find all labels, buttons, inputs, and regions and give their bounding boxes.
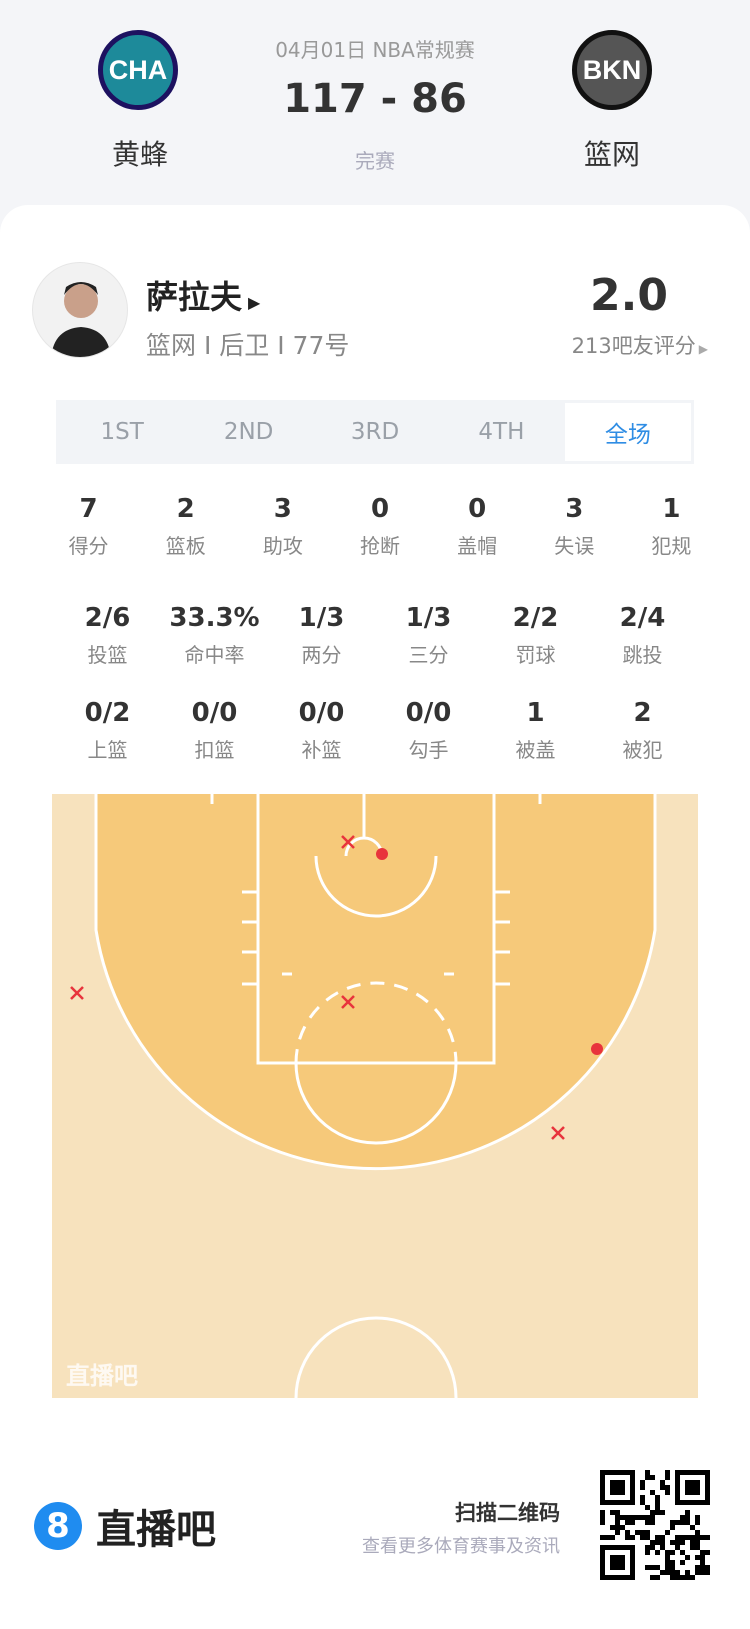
stat-label: 扣篮 xyxy=(194,738,235,762)
stat-value: 0/2 xyxy=(84,698,131,728)
stat-item: 1 犯规 xyxy=(623,494,720,559)
rating-count: 213吧友评分 xyxy=(571,334,696,358)
stat-item: 3 助攻 xyxy=(234,494,331,559)
qr-code[interactable] xyxy=(600,1470,710,1580)
cha-team-logo[interactable]: CHA xyxy=(98,30,178,110)
scan-qr-sub: 查看更多体育赛事及资讯 xyxy=(362,1536,560,1557)
stat-label: 被盖 xyxy=(515,738,556,762)
rating-count-link[interactable]: 213吧友评分 ▶ xyxy=(572,330,708,360)
stat-label: 抢断 xyxy=(359,534,400,558)
stat-item: 0/0 勾手 xyxy=(375,698,482,763)
stat-item: 1 被盖 xyxy=(482,698,589,763)
stat-value: 0/0 xyxy=(405,698,452,728)
match-score: 117 - 86 xyxy=(283,76,467,122)
triangle-right-icon: ▶ xyxy=(698,342,708,356)
tab-full-game[interactable]: 全场 xyxy=(564,403,692,461)
match-header: CHA 黄蜂 04月01日 NBA常规赛 117 - 86 完赛 BKN 篮网 xyxy=(0,0,750,210)
stat-item: 1/3 三分 xyxy=(375,603,482,668)
stat-item: 2/6 投篮 xyxy=(54,603,161,668)
stat-label: 被犯 xyxy=(622,738,663,762)
player-name[interactable]: 萨拉夫 ▶ xyxy=(146,272,260,318)
shot-missed-mark xyxy=(70,986,84,1000)
stat-label: 罚球 xyxy=(515,643,556,667)
stat-value: 0/0 xyxy=(191,698,238,728)
stat-label: 投篮 xyxy=(87,643,128,667)
stat-label: 命中率 xyxy=(184,643,245,667)
stat-item: 0/0 扣篮 xyxy=(161,698,268,763)
stat-value: 1 xyxy=(662,494,681,524)
stat-item: 2 篮板 xyxy=(137,494,234,559)
shot-chart-court: 直播吧 xyxy=(52,794,698,1398)
stat-item: 0/2 上篮 xyxy=(54,698,161,763)
scan-qr-label: 扫描二维码 xyxy=(455,1501,560,1525)
stat-value: 1/3 xyxy=(405,603,452,633)
stat-label: 犯规 xyxy=(651,534,692,558)
stats-row-basic: 7 得分 2 篮板 3 助攻 0 抢断 0 盖帽 3 失误 1 犯规 xyxy=(40,494,720,559)
stat-item: 2 被犯 xyxy=(589,698,696,763)
shot-missed-mark xyxy=(341,835,355,849)
three-point-area xyxy=(96,794,655,1169)
stat-value: 2/6 xyxy=(84,603,131,633)
stat-item: 0 盖帽 xyxy=(429,494,526,559)
court-watermark: 直播吧 xyxy=(66,1362,138,1390)
tab-4th[interactable]: 4TH xyxy=(478,419,525,445)
bkn-team-logo[interactable]: BKN xyxy=(572,30,652,110)
home-team-name: 黄蜂 xyxy=(111,138,168,171)
stat-value: 3 xyxy=(273,494,292,524)
stat-item: 0 抢断 xyxy=(331,494,428,559)
stat-item: 2/2 罚球 xyxy=(482,603,589,668)
match-status: 完赛 xyxy=(355,149,395,173)
stat-label: 跳投 xyxy=(622,643,663,667)
stat-item: 3 失误 xyxy=(526,494,623,559)
stat-label: 三分 xyxy=(408,643,449,667)
stat-value: 0/0 xyxy=(298,698,345,728)
stat-value: 1 xyxy=(526,698,545,728)
stat-value: 7 xyxy=(79,494,98,524)
player-avatar[interactable] xyxy=(32,262,128,358)
stat-label: 得分 xyxy=(68,534,109,558)
tab-3rd[interactable]: 3RD xyxy=(350,419,400,445)
brand-name: 直播吧 xyxy=(96,1507,216,1553)
stat-label: 失误 xyxy=(554,534,595,558)
player-info: 篮网 I 后卫 I 77号 xyxy=(146,331,350,360)
shot-made-mark xyxy=(376,848,388,860)
stat-value: 33.3% xyxy=(169,603,260,633)
tab-2nd[interactable]: 2ND xyxy=(223,419,274,445)
match-date-league: 04月01日 NBA常规赛 xyxy=(275,38,475,62)
stat-item: 2/4 跳投 xyxy=(589,603,696,668)
stat-label: 篮板 xyxy=(165,534,206,558)
stat-label: 盖帽 xyxy=(457,534,498,558)
shot-missed-mark xyxy=(551,1126,565,1140)
stat-value: 0 xyxy=(468,494,487,524)
stat-item: 0/0 补篮 xyxy=(268,698,375,763)
stat-label: 上篮 xyxy=(87,738,128,762)
stat-item: 7 得分 xyxy=(40,494,137,559)
triangle-right-icon: ▶ xyxy=(248,293,261,312)
stat-value: 0 xyxy=(370,494,390,524)
tab-1st[interactable]: 1ST xyxy=(100,419,144,445)
zhibo8-logo: 8 直播吧 xyxy=(34,1497,216,1555)
shot-made-mark xyxy=(591,1043,603,1055)
stat-value: 2/2 xyxy=(512,603,559,633)
away-team-name: 篮网 xyxy=(583,138,640,171)
stat-value: 2 xyxy=(176,494,195,524)
stat-item: 1/3 两分 xyxy=(268,603,375,668)
period-tabs: 1ST 2ND 3RD 4TH 全场 xyxy=(56,400,694,464)
court-lines xyxy=(94,794,657,1398)
stat-item: 33.3% 命中率 xyxy=(161,603,268,668)
stat-value: 2 xyxy=(633,698,652,728)
stats-row-shot-types: 0/2 上篮 0/0 扣篮 0/0 补篮 0/0 勾手 1 被盖 2 被犯 xyxy=(54,698,696,763)
stat-label: 补篮 xyxy=(301,738,342,762)
player-rating: 2.0 xyxy=(590,270,668,321)
shot-missed-mark xyxy=(341,995,355,1009)
stat-label: 助攻 xyxy=(262,534,303,558)
stats-row-shooting: 2/6 投篮 33.3% 命中率 1/3 两分 1/3 三分 2/2 罚球 2/4 跳投 xyxy=(54,603,696,668)
stat-value: 2/4 xyxy=(619,603,666,633)
stat-label: 勾手 xyxy=(408,738,449,762)
stat-label: 两分 xyxy=(301,643,342,667)
stat-value: 3 xyxy=(565,494,584,524)
player-name-text: 萨拉夫 xyxy=(146,278,243,316)
stat-value: 1/3 xyxy=(298,603,345,633)
logo-digit-icon: 8 xyxy=(34,1502,82,1550)
